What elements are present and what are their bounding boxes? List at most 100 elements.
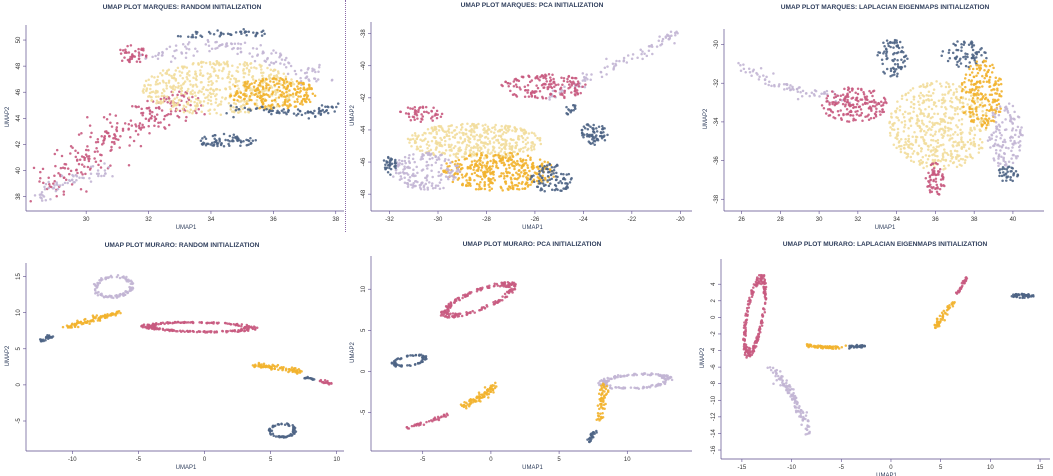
data-point (934, 177, 938, 180)
data-point (489, 171, 492, 175)
data-point (39, 193, 43, 196)
data-point (477, 167, 480, 171)
data-point (998, 129, 1001, 132)
data-point (32, 166, 36, 170)
data-point (895, 107, 899, 110)
data-point (957, 119, 961, 122)
data-point (194, 97, 198, 101)
data-point (1016, 125, 1020, 129)
data-point (262, 51, 265, 55)
data-point (563, 89, 567, 93)
data-point (450, 131, 454, 134)
data-point (425, 164, 428, 168)
data-point (289, 93, 292, 97)
data-point (149, 84, 152, 87)
data-point (994, 76, 998, 79)
data-point (517, 79, 521, 83)
data-point (272, 62, 276, 65)
data-point (514, 129, 518, 133)
data-point (550, 170, 554, 173)
data-point (988, 64, 992, 68)
data-point (515, 144, 519, 147)
data-point (999, 78, 1002, 81)
scatter-points (38, 274, 333, 439)
data-point (955, 165, 959, 169)
data-point (751, 69, 755, 73)
data-point (1017, 135, 1021, 138)
data-point (138, 122, 142, 125)
data-point (984, 111, 988, 115)
data-point (926, 115, 929, 119)
data-point (1011, 153, 1015, 157)
data-point (494, 153, 497, 157)
data-point (931, 158, 935, 162)
data-point (231, 110, 234, 113)
data-point (867, 118, 871, 121)
data-point (100, 135, 103, 138)
data-point (459, 123, 463, 127)
data-point (445, 162, 448, 165)
data-point (840, 118, 843, 122)
y-tick-label: 46 (16, 88, 22, 95)
data-point (176, 34, 180, 38)
data-point (900, 66, 904, 69)
data-point (919, 135, 923, 139)
data-point (503, 138, 507, 141)
data-point (881, 110, 884, 114)
data-point (929, 133, 932, 136)
data-point (995, 107, 999, 111)
data-point (222, 66, 225, 70)
data-point (916, 151, 919, 155)
data-point (81, 176, 84, 179)
data-point (513, 184, 517, 187)
data-point (187, 41, 191, 44)
data-point (285, 90, 288, 94)
data-point (744, 70, 747, 74)
data-point (577, 85, 581, 88)
data-point (595, 134, 598, 137)
data-point (207, 83, 210, 87)
data-point (495, 165, 498, 169)
data-point (970, 71, 974, 74)
data-point (891, 41, 894, 44)
data-point (99, 159, 103, 163)
data-point (934, 154, 937, 158)
data-point (285, 87, 289, 90)
data-point (431, 156, 434, 160)
data-point (1017, 141, 1020, 144)
data-point (229, 104, 233, 107)
data-point (507, 185, 511, 188)
data-point (464, 173, 468, 177)
data-point (100, 174, 103, 178)
data-point (144, 57, 147, 60)
data-point (182, 110, 186, 114)
data-point (408, 175, 412, 179)
data-point (963, 41, 966, 44)
data-point (205, 321, 209, 325)
data-point (906, 139, 910, 143)
data-point (268, 63, 271, 67)
data-point (550, 177, 553, 181)
data-point (561, 177, 565, 181)
data-point (313, 94, 317, 97)
data-point (115, 310, 119, 314)
data-point (539, 187, 543, 190)
data-point (178, 103, 181, 107)
data-point (53, 174, 56, 177)
data-point (522, 158, 525, 162)
data-point (84, 321, 87, 324)
data-point (273, 367, 276, 371)
data-point (493, 135, 496, 139)
data-point (486, 151, 490, 155)
data-point (286, 85, 290, 88)
data-point (178, 329, 182, 332)
umap-panel-1: UMAP PLOT MARQUES: RANDOM INITIALIZATION… (5, 4, 344, 231)
data-point (155, 99, 159, 102)
data-point (102, 174, 106, 177)
data-point (973, 128, 976, 131)
data-point (243, 92, 246, 95)
data-point (576, 80, 580, 83)
data-point (89, 165, 93, 169)
data-point (909, 89, 912, 92)
data-point (919, 109, 923, 112)
